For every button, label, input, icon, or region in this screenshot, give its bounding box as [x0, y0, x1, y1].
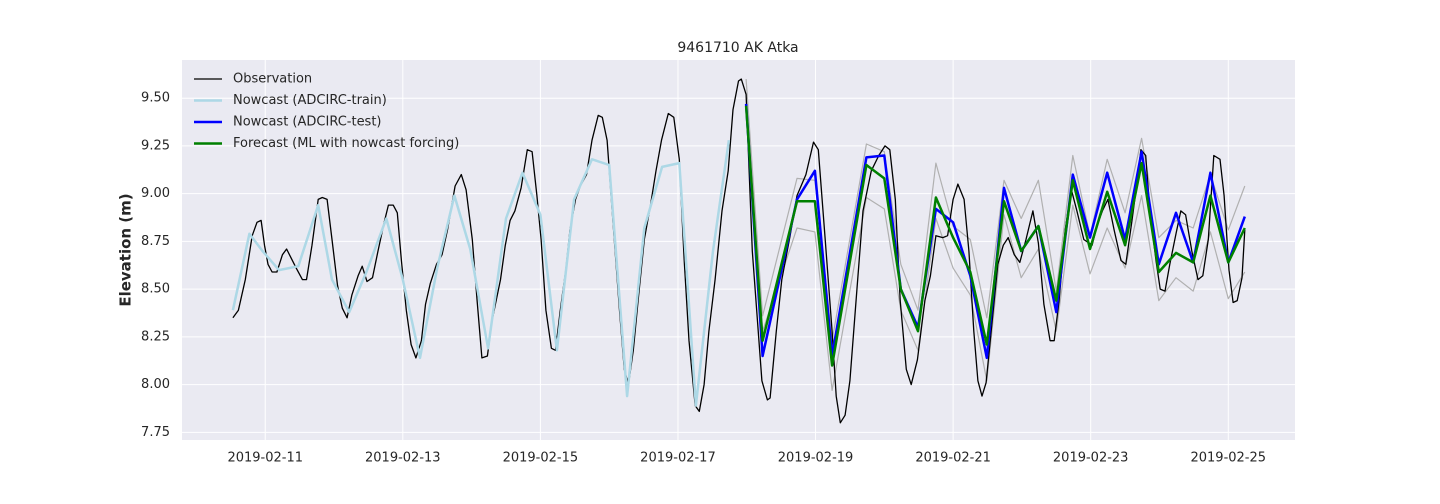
x-tick-label: 2019-02-25	[1190, 451, 1266, 466]
x-tick-label: 2019-02-17	[640, 451, 716, 466]
x-tick-label: 2019-02-19	[778, 451, 854, 466]
y-tick-label: 9.50	[141, 91, 170, 106]
series-line	[231, 140, 731, 407]
series-line	[232, 78, 1246, 424]
legend-label: Forecast (ML with nowcast forcing)	[233, 136, 459, 151]
legend-label: Nowcast (ADCIRC-test)	[233, 115, 382, 130]
chart-title: 9461710 AK Atka	[677, 40, 798, 56]
x-tick-label: 2019-02-23	[1053, 451, 1129, 466]
y-tick-label: 8.00	[141, 377, 170, 392]
legend-label: Observation	[233, 72, 312, 87]
series-line	[744, 103, 1246, 360]
plot-area	[182, 60, 1295, 440]
y-tick-label: 8.75	[141, 234, 170, 249]
y-axis-label: Elevation (m)	[117, 193, 135, 306]
x-tick-label: 2019-02-13	[365, 451, 441, 466]
y-tick-label: 7.75	[141, 425, 170, 440]
legend-label: Nowcast (ADCIRC-train)	[233, 93, 387, 108]
x-tick-label: 2019-02-21	[915, 451, 991, 466]
y-tick-label: 8.25	[141, 329, 170, 344]
y-tick-label: 8.50	[141, 282, 170, 297]
y-tick-label: 9.00	[141, 186, 170, 201]
series-line	[744, 105, 1246, 367]
x-tick-label: 2019-02-11	[227, 451, 303, 466]
series-line	[745, 79, 1246, 342]
series-line	[745, 103, 1246, 391]
y-tick-label: 9.25	[141, 138, 170, 153]
x-tick-label: 2019-02-15	[503, 451, 579, 466]
